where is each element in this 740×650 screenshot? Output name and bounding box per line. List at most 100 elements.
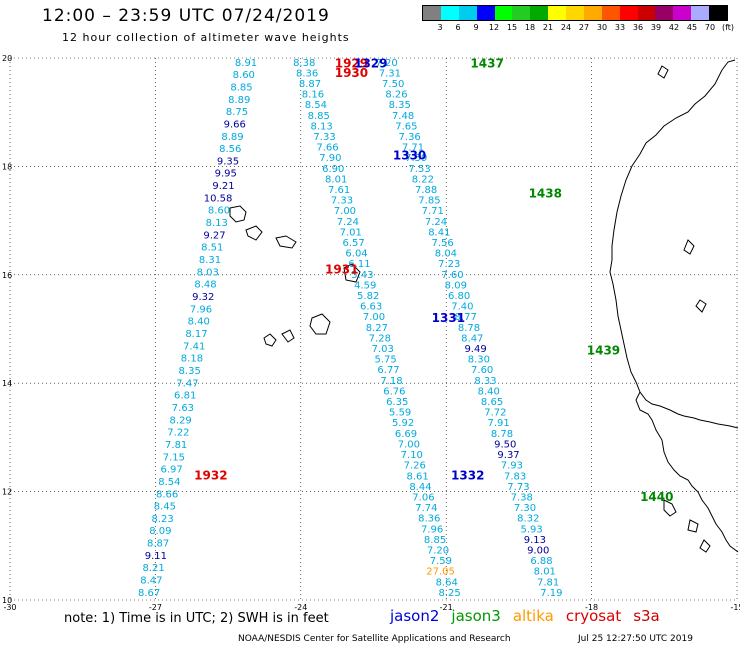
wave-height-value: 6.80	[448, 291, 470, 302]
satellite-name: cryosat	[566, 607, 621, 625]
generated-timestamp: Jul 25 12:27:50 UTC 2019	[578, 634, 693, 644]
wave-height-value: 7.96	[421, 524, 443, 535]
wave-height-value: 8.36	[296, 68, 318, 79]
senegal-coast	[636, 392, 738, 552]
wave-height-value: 8.66	[156, 489, 178, 500]
wave-height-value: 7.56	[431, 238, 453, 249]
wave-height-value: 7.71	[422, 206, 444, 217]
wave-height-value: 8.29	[170, 415, 192, 426]
wave-height-value: 7.66	[316, 143, 338, 154]
wave-height-value: 7.65	[395, 121, 417, 132]
wave-height-value: 5.75	[374, 355, 396, 366]
wave-height-value: 6.81	[174, 391, 196, 402]
pass-label: 1329	[354, 56, 387, 70]
wave-height-value: 9.32	[192, 292, 214, 303]
wave-height-value: 8.13	[206, 218, 228, 229]
pass-label: 1440	[640, 490, 673, 504]
wave-height-value: 8.26	[385, 90, 407, 101]
satellite-legend: jason2 jason3 altika cryosat s3a	[390, 607, 672, 625]
pass-label: 1437	[470, 56, 503, 70]
lat-tick-label: 16	[2, 271, 12, 280]
pass-label: 1438	[529, 187, 562, 201]
wave-height-value: 7.23	[438, 259, 460, 270]
wave-height-value: 7.59	[430, 556, 452, 567]
wave-height-value: 7.01	[340, 227, 362, 238]
bissau-islands	[664, 500, 710, 552]
wave-height-value: 7.93	[501, 461, 523, 472]
wave-height-value: 9.49	[464, 344, 486, 355]
pass-label: 1331	[432, 311, 465, 325]
wave-height-value: 9.50	[494, 439, 516, 450]
wave-height-value: 7.48	[392, 111, 414, 122]
wave-height-value: 6.88	[530, 556, 552, 567]
wave-height-value: 8.32	[517, 514, 539, 525]
wave-height-value: 8.54	[305, 100, 327, 111]
wave-height-value: 9.00	[527, 545, 549, 556]
pass-label: 1932	[194, 468, 227, 482]
wave-height-value: 7.72	[484, 408, 506, 419]
wave-height-value: 8.01	[325, 174, 347, 185]
wave-height-value: 9.21	[212, 181, 234, 192]
wave-height-value: 7.18	[380, 376, 402, 387]
wave-height-value: 8.30	[468, 355, 490, 366]
wave-height-value: 8.89	[221, 132, 243, 143]
pass-label: 1330	[393, 149, 426, 163]
lat-tick-label: 12	[2, 488, 12, 497]
wave-height-value: 8.09	[149, 526, 171, 537]
cape-verde-boa-vista	[230, 206, 246, 222]
wave-height-value: 7.00	[334, 206, 356, 217]
wave-height-value: 8.16	[302, 90, 324, 101]
wave-height-value: 8.54	[158, 477, 180, 488]
wave-height-value: 7.88	[415, 185, 437, 196]
africa-coastline	[610, 60, 738, 428]
pass-label: 1332	[451, 468, 484, 482]
wave-height-value: 7.61	[328, 185, 350, 196]
wave-height-value: 7.74	[415, 503, 437, 514]
wave-height-value: 9.11	[145, 551, 167, 562]
credit-line: NOAA/NESDIS Center for Satellite Applica…	[238, 634, 511, 644]
wave-height-value: 7.24	[337, 217, 359, 228]
wave-height-value: 8.38	[293, 58, 315, 69]
wave-height-value: 7.19	[540, 588, 562, 599]
wave-height-value: 7.33	[331, 196, 353, 207]
wave-height-value: 7.41	[183, 341, 205, 352]
wave-height-value: 8.13	[311, 121, 333, 132]
altimeter-tracks: 8.918.608.858.898.759.668.898.569.359.95…	[138, 58, 563, 599]
wave-height-value: 9.35	[217, 156, 239, 167]
wave-height-value: 6.97	[161, 465, 183, 476]
wave-height-value: 9.13	[524, 535, 546, 546]
wave-height-value: 4.59	[354, 280, 376, 291]
wave-height-value: 5.92	[392, 418, 414, 429]
wave-height-value: 7.26	[404, 461, 426, 472]
wave-height-value: 8.17	[185, 329, 207, 340]
wave-height-value: 8.87	[299, 79, 321, 90]
wave-height-value: 8.04	[435, 249, 457, 260]
wave-height-value: 8.47	[140, 576, 162, 587]
cape-verde-sao-nicolau	[246, 226, 262, 240]
wave-height-value: 7.22	[167, 428, 189, 439]
wave-height-value: 7.30	[514, 503, 536, 514]
wave-height-value: 5.59	[389, 408, 411, 419]
wave-height-value: 8.91	[235, 58, 257, 69]
wave-height-value: 8.89	[228, 95, 250, 106]
wave-height-value: 9.66	[224, 119, 246, 130]
wave-height-value: 8.67	[138, 588, 160, 599]
wave-height-value: 10.58	[204, 193, 233, 204]
wave-height-value: 8.40	[188, 317, 210, 328]
wave-height-value: 7.85	[418, 196, 440, 207]
wave-height-value: 9.37	[497, 450, 519, 461]
wave-height-value: 8.21	[142, 563, 164, 574]
wave-height-value: 8.60	[208, 206, 230, 217]
wave-height-value: 7.06	[412, 492, 434, 503]
wave-height-value: 6.57	[343, 238, 365, 249]
wave-height-value: 8.61	[406, 471, 428, 482]
wave-height-value: 8.56	[219, 144, 241, 155]
wave-height-value: 7.83	[504, 471, 526, 482]
pass-label: 1439	[587, 344, 620, 358]
wave-height-value: 8.48	[194, 280, 216, 291]
lat-tick-label: 14	[2, 379, 12, 388]
pass-label: 1931	[325, 262, 358, 276]
wave-height-value: 5.82	[357, 291, 379, 302]
wave-height-value: 7.38	[511, 492, 533, 503]
